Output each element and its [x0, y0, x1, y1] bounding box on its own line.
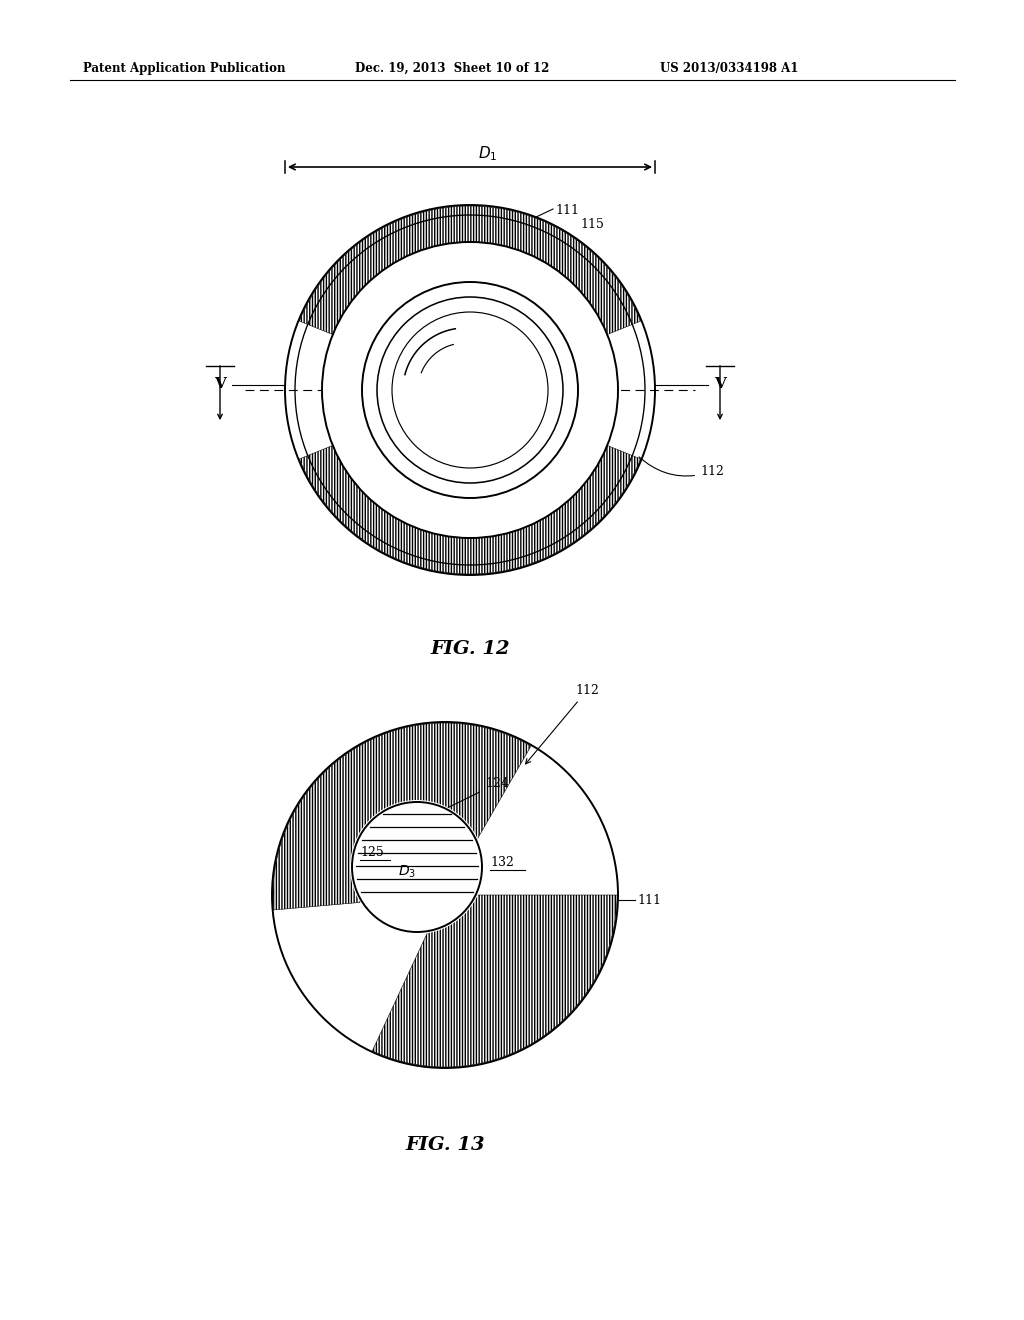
Text: 124: 124 — [437, 777, 509, 813]
Text: $D_1$: $D_1$ — [478, 144, 498, 162]
Text: V: V — [714, 378, 726, 391]
Text: $D_3$: $D_3$ — [398, 863, 416, 880]
Text: 112: 112 — [525, 684, 599, 764]
Text: V: V — [214, 378, 226, 391]
Circle shape — [362, 282, 578, 498]
Text: 125: 125 — [360, 846, 384, 858]
Wedge shape — [299, 445, 641, 574]
Text: 113: 113 — [480, 348, 504, 362]
Circle shape — [322, 242, 618, 539]
Text: 120: 120 — [485, 444, 509, 457]
Text: US 2013/0334198 A1: US 2013/0334198 A1 — [660, 62, 799, 75]
Text: 132: 132 — [490, 855, 514, 869]
Text: 122: 122 — [406, 445, 435, 463]
Text: 112: 112 — [639, 457, 724, 478]
Wedge shape — [299, 206, 641, 334]
Text: FIG. 13: FIG. 13 — [406, 1137, 484, 1154]
Circle shape — [350, 800, 484, 935]
Text: $D_2$: $D_2$ — [442, 366, 462, 385]
Text: Patent Application Publication: Patent Application Publication — [83, 62, 286, 75]
Text: 115: 115 — [580, 219, 604, 231]
Circle shape — [272, 722, 618, 1068]
Text: 111: 111 — [555, 203, 579, 216]
Text: Dec. 19, 2013  Sheet 10 of 12: Dec. 19, 2013 Sheet 10 of 12 — [355, 62, 549, 75]
Text: 111: 111 — [637, 894, 662, 907]
Wedge shape — [273, 723, 531, 909]
Wedge shape — [373, 895, 617, 1067]
Text: FIG. 12: FIG. 12 — [430, 640, 510, 657]
